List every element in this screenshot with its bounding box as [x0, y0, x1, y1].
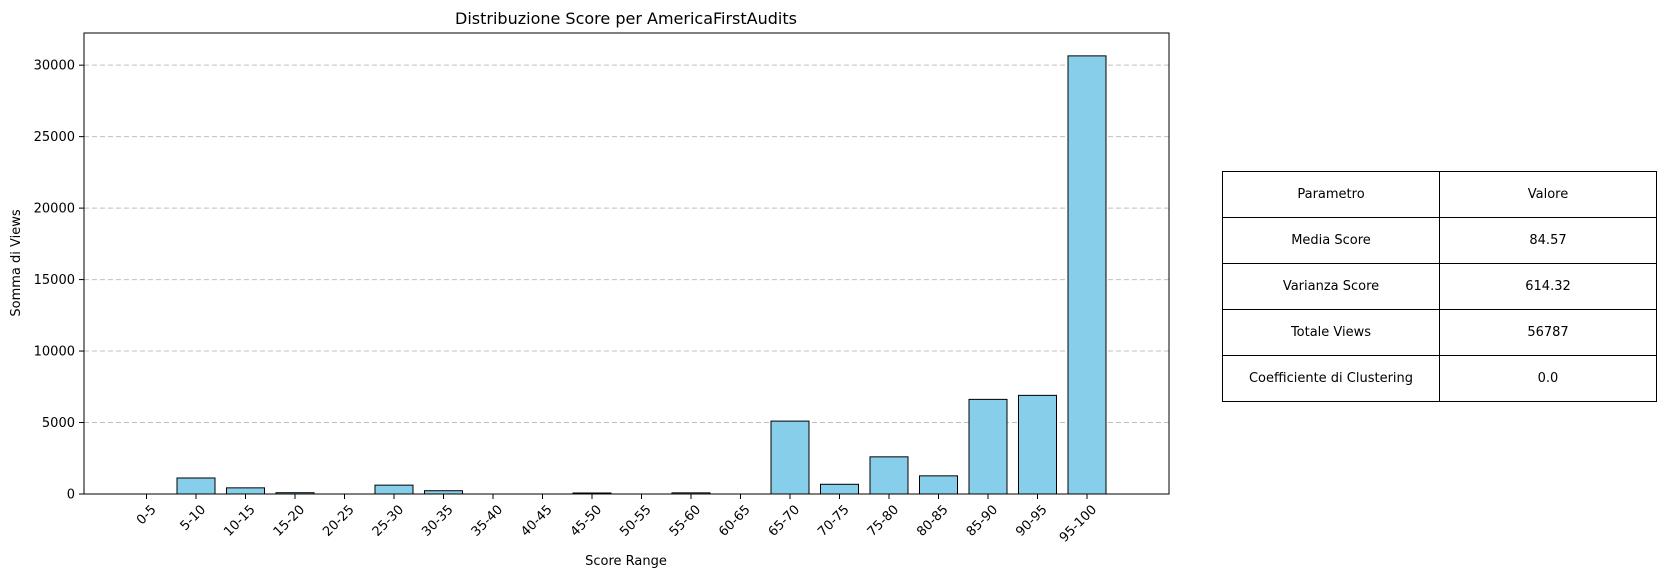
bar-80-85: [919, 475, 958, 495]
y-tick-label: 10000: [34, 345, 75, 360]
x-tick-label: 85-90: [964, 502, 1001, 539]
y-axis: 0 5000 10000 15000 20000 25000 30000: [34, 59, 84, 503]
x-tick-label: 15-20: [271, 502, 308, 539]
bar-90-95: [1018, 394, 1057, 495]
x-tick-label: 10-15: [221, 502, 258, 539]
x-tick-label: 40-45: [518, 502, 555, 539]
stats-table: Parametro Valore Media Score 84.57 Varia…: [1222, 171, 1657, 402]
grid-lines: [84, 64, 1169, 424]
x-tick-label: 25-30: [370, 502, 407, 539]
x-tick-label: 90-95: [1013, 502, 1050, 539]
bar-25-30: [374, 484, 414, 495]
x-tick-label: 50-55: [617, 502, 654, 539]
table-header-cell: Valore: [1439, 171, 1657, 218]
table-cell-parameter: Totale Views: [1222, 309, 1440, 356]
table-cell-value: 56787: [1439, 309, 1657, 356]
table-cell-parameter: Coefficiente di Clustering: [1222, 355, 1440, 402]
x-tick-label: 30-35: [419, 502, 456, 539]
x-tick-label: 65-70: [766, 502, 803, 539]
y-tick-label: 20000: [34, 202, 75, 217]
bar-85-90: [968, 398, 1008, 495]
bar-65-70: [770, 420, 810, 495]
y-tick-label: 30000: [34, 59, 75, 74]
y-tick-label: 25000: [34, 130, 75, 145]
bar-70-75: [820, 483, 859, 495]
bars: [176, 55, 1107, 495]
table-cell-parameter: Media Score: [1222, 217, 1440, 264]
bar-5-10: [176, 477, 216, 495]
table-cell-value: 614.32: [1439, 263, 1657, 310]
table-cell-parameter: Varianza Score: [1222, 263, 1440, 310]
table-row: Varianza Score 614.32: [1222, 263, 1657, 310]
x-tick-label: 75-80: [865, 502, 902, 539]
x-tick-label: 0-5: [134, 502, 160, 528]
table-row: Coefficiente di Clustering 0.0: [1222, 355, 1657, 402]
table-header-cell: Parametro: [1222, 171, 1440, 218]
table-row: Totale Views 56787: [1222, 309, 1657, 356]
x-tick-label: 45-50: [568, 502, 605, 539]
bar-75-80: [869, 456, 909, 495]
x-axis: 0-5 5-10 10-15 15-20 20-25 25-30 30-35 35-40 40-…: [134, 494, 1100, 546]
x-tick-label: 95-100: [1057, 502, 1100, 545]
plot-frame: [83, 32, 1170, 495]
table-cell-value: 0.0: [1439, 355, 1657, 402]
x-tick-label: 35-40: [469, 502, 506, 539]
table-row: Media Score 84.57: [1222, 217, 1657, 264]
bar-95-100: [1067, 55, 1107, 495]
table-header-row: Parametro Valore: [1222, 171, 1657, 218]
x-tick-label: 20-25: [320, 502, 357, 539]
x-tick-label: 70-75: [815, 502, 852, 539]
y-tick-label: 15000: [34, 273, 75, 288]
x-tick-label: 80-85: [914, 502, 951, 539]
x-tick-label: 5-10: [178, 502, 209, 533]
x-tick-label: 60-65: [716, 502, 753, 539]
y-tick-label: 0: [67, 488, 75, 503]
y-axis-label: Somma di Views: [9, 209, 24, 316]
table-cell-value: 84.57: [1439, 217, 1657, 264]
x-tick-label: 55-60: [667, 502, 704, 539]
bar-10-15: [226, 487, 265, 495]
x-axis-label: Score Range: [585, 554, 667, 569]
chart-title: Distribuzione Score per AmericaFirstAudi…: [455, 9, 797, 28]
y-tick-label: 5000: [42, 416, 75, 431]
